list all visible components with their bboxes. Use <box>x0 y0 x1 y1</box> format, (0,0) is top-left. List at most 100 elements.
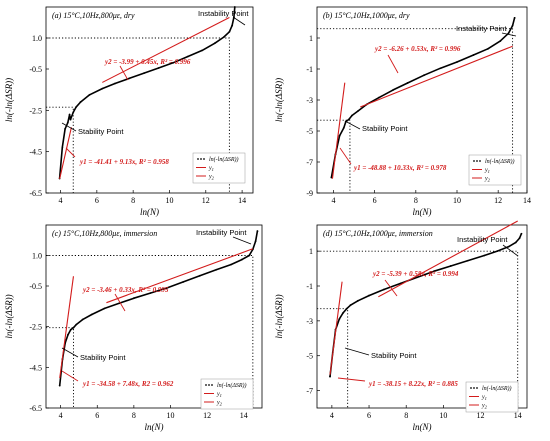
x-tick-label: 8 <box>414 196 418 205</box>
data-point <box>329 375 331 378</box>
data-curve <box>330 17 516 179</box>
instability-point-arrow <box>501 32 517 37</box>
data-point <box>507 32 510 35</box>
data-point <box>215 268 218 271</box>
data-point <box>132 297 135 300</box>
data-point <box>68 113 71 116</box>
x-tick-label: 6 <box>95 411 99 420</box>
stability-point-label: Stability Point <box>362 124 408 133</box>
instability-point-label: Instability Point <box>196 228 247 237</box>
data-point <box>520 232 523 235</box>
data-point <box>233 6 236 8</box>
stability-point-arrow <box>61 347 79 358</box>
legend-label-fit-1: y1 <box>216 392 222 399</box>
legend-marker-data <box>197 158 199 160</box>
x-tick-label: 4 <box>331 196 335 205</box>
data-point <box>423 74 425 77</box>
y-tick-label: -3 <box>306 96 313 105</box>
y-tick-label: -3 <box>306 317 313 326</box>
data-point <box>165 287 168 289</box>
data-point <box>75 106 77 109</box>
data-point <box>182 281 185 283</box>
equation-y2-arrow <box>387 54 399 74</box>
instability-guide <box>317 28 514 193</box>
fit-line-y2 <box>360 45 513 108</box>
data-point <box>213 42 216 45</box>
data-point <box>157 67 160 69</box>
data-point <box>69 328 72 331</box>
legend-label-fit-2: y2 <box>208 174 215 181</box>
data-point <box>377 96 380 99</box>
legend-marker-data <box>473 387 475 389</box>
y-axis-label: ln(-ln(ΔSR)) <box>274 78 284 122</box>
panel-title: (c) 15°C,10Hz,800με, immersion <box>52 229 157 238</box>
equation-y2-arrow <box>114 293 126 312</box>
y-tick-label: -2.5 <box>29 323 42 332</box>
x-tick-label: 14 <box>514 411 522 420</box>
data-point <box>114 82 116 85</box>
data-point <box>61 146 64 149</box>
stability-guide <box>317 119 351 193</box>
equation-y2-arrow <box>384 279 398 297</box>
data-point <box>349 304 352 307</box>
data-point <box>72 111 75 114</box>
panel-title: (a) 15°C,10Hz,800με, dry <box>52 11 135 20</box>
y-axis-label: ln(-ln(ΔSR)) <box>4 294 14 338</box>
data-point <box>342 312 344 314</box>
data-point <box>439 67 442 70</box>
fit-line-y2 <box>102 17 230 83</box>
x-tick-label: 12 <box>202 196 210 205</box>
y-tick-label: -7 <box>306 158 313 167</box>
data-point <box>416 276 419 279</box>
equation-y2: y2 = -3.46 + 0.33x, R² = 0.995 <box>82 286 169 294</box>
data-point <box>368 294 370 297</box>
data-point <box>240 258 243 261</box>
data-point <box>88 93 91 96</box>
data-point <box>357 109 360 112</box>
data-point <box>486 47 489 50</box>
data-point <box>229 263 232 266</box>
y-tick-label: -1 <box>306 282 313 291</box>
equation-y1: y1 = -38.15 + 8.22x, R² = 0.885 <box>368 380 458 388</box>
fit-line-y2 <box>106 248 254 304</box>
stability-point-arrow <box>61 122 77 132</box>
stability-point-arrow <box>344 347 370 356</box>
y-tick-label: -9 <box>306 189 313 198</box>
data-point <box>103 307 106 310</box>
data-point <box>69 118 72 121</box>
data-point <box>338 134 341 137</box>
instability-point-label: Instability Point <box>198 9 249 18</box>
equation-y1-arrow <box>61 370 79 382</box>
y-tick-label: -4.5 <box>29 363 42 372</box>
fit-line-y1 <box>329 281 343 375</box>
legend-marker-data <box>203 158 205 160</box>
data-point <box>143 72 145 75</box>
data-point <box>101 87 104 90</box>
x-tick-label: 12 <box>203 411 211 420</box>
data-point <box>392 89 395 91</box>
stability-point-arrow <box>344 120 361 130</box>
legend-marker-data <box>200 158 202 160</box>
data-point <box>342 127 345 129</box>
y-tick-label: -1 <box>306 65 313 74</box>
x-tick-label: 4 <box>59 411 63 420</box>
data-point <box>514 241 517 244</box>
x-tick-label: 6 <box>367 411 371 420</box>
y-tick-label: -7 <box>306 387 313 396</box>
data-point <box>90 313 93 316</box>
x-tick-label: 8 <box>132 411 136 420</box>
legend-label-fit-2: y2 <box>481 403 488 410</box>
data-point <box>64 128 66 130</box>
x-tick-label: 8 <box>131 196 135 205</box>
data-point <box>228 30 231 33</box>
x-tick-label: 8 <box>404 411 408 420</box>
data-point <box>496 250 499 253</box>
equation-y1: y1 = -48.88 + 10.33x, R² = 0.978 <box>353 164 447 172</box>
stability-point-label: Stability Point <box>78 127 124 136</box>
x-tick-label: 6 <box>95 196 99 205</box>
equation-y1-arrow <box>339 147 352 165</box>
data-point <box>406 82 409 84</box>
y-tick-label: -6.5 <box>29 189 42 198</box>
